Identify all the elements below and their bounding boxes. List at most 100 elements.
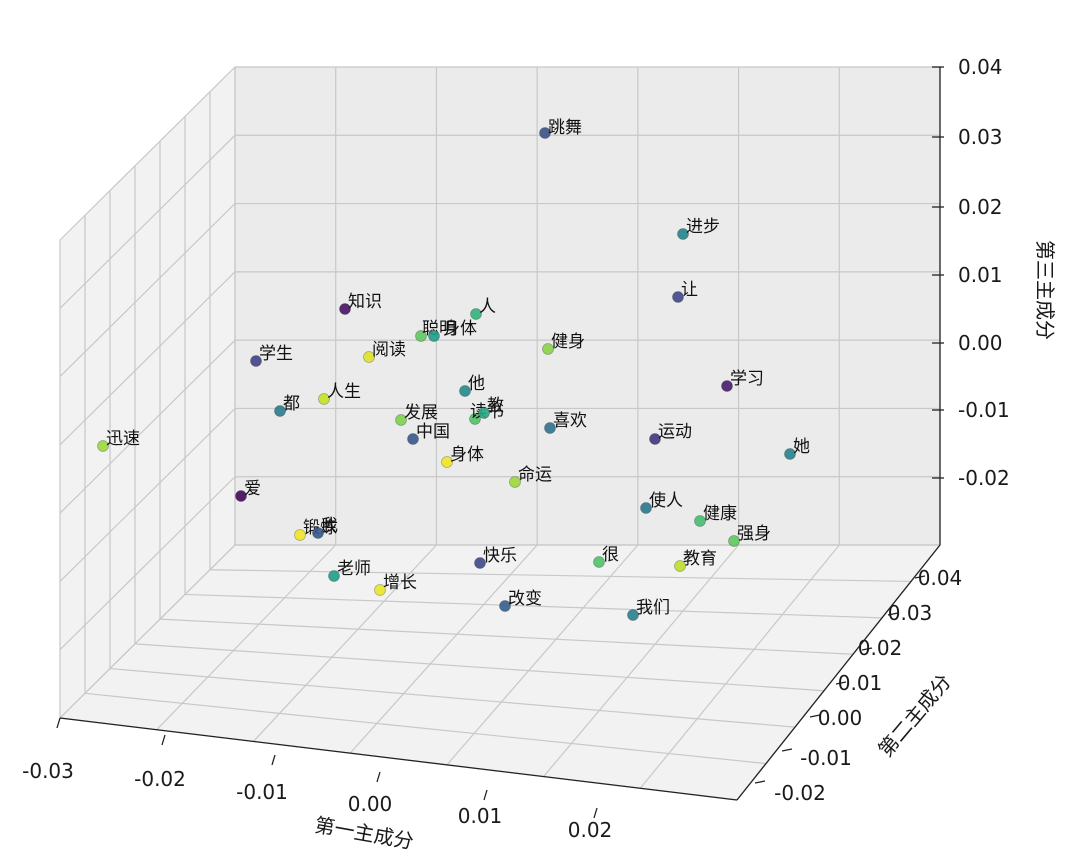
point-label: 身体 bbox=[443, 319, 477, 339]
point-marker bbox=[478, 407, 490, 419]
point-marker bbox=[469, 413, 481, 425]
x-tick-mark bbox=[593, 807, 598, 819]
point-marker bbox=[274, 405, 286, 417]
x-axis-line bbox=[59, 717, 738, 801]
point-marker bbox=[721, 380, 733, 392]
y-tick-label: 0.03 bbox=[888, 601, 933, 625]
data-point: 进步 bbox=[677, 217, 720, 240]
data-point: 阅读 bbox=[363, 340, 406, 363]
point-label: 跳舞 bbox=[548, 118, 582, 138]
point-label: 阅读 bbox=[372, 340, 406, 360]
point-marker bbox=[428, 330, 440, 342]
point-label: 发展 bbox=[404, 403, 438, 423]
point-label: 让 bbox=[681, 280, 698, 300]
point-marker bbox=[363, 351, 375, 363]
y-tick-mark bbox=[914, 575, 926, 579]
point-marker bbox=[415, 330, 427, 342]
grid-line-x-floor bbox=[349, 544, 538, 754]
data-points: 跳舞进步让知识人聪明身体健身学生阅读他学习人生都发展读书教喜欢中国运动迅速她身体… bbox=[97, 118, 810, 621]
point-label: 喜欢 bbox=[553, 411, 587, 431]
y-axis-line bbox=[736, 544, 941, 801]
data-point: 身体 bbox=[428, 319, 477, 342]
data-point: 快乐 bbox=[474, 546, 517, 569]
point-label: 老师 bbox=[337, 559, 371, 579]
point-label: 人生 bbox=[327, 382, 361, 402]
data-point: 让 bbox=[672, 280, 698, 303]
z-tick-label: -0.01 bbox=[958, 398, 1010, 422]
z-tick-label: 0.00 bbox=[958, 331, 1003, 355]
y-axis-title: 第二主成分 bbox=[873, 669, 956, 761]
z-tick-label: 0.03 bbox=[958, 125, 1003, 149]
side-pane bbox=[60, 67, 235, 718]
y-tick-label: 0.04 bbox=[918, 566, 963, 590]
y-tick-mark bbox=[754, 780, 766, 784]
grid-line-y-floor bbox=[159, 618, 854, 655]
x-tick-label: -0.02 bbox=[134, 767, 186, 791]
point-label: 我 bbox=[321, 516, 338, 536]
grid-line-z bbox=[59, 271, 940, 446]
data-point: 爱 bbox=[235, 479, 261, 502]
x-tick-label: 0.00 bbox=[348, 792, 393, 816]
point-marker bbox=[539, 127, 551, 139]
point-marker bbox=[328, 570, 340, 582]
data-point: 跳舞 bbox=[539, 118, 582, 139]
x-tick-label: -0.01 bbox=[236, 780, 288, 804]
point-label: 快乐 bbox=[483, 546, 517, 566]
point-label: 都 bbox=[283, 394, 300, 414]
data-point: 很 bbox=[593, 545, 619, 568]
point-label: 使人 bbox=[649, 490, 683, 511]
grid-line-y-floor bbox=[84, 692, 767, 765]
point-marker bbox=[784, 448, 796, 460]
point-label: 健身 bbox=[551, 332, 585, 352]
y-tick-mark bbox=[861, 647, 873, 651]
y-tick-label: 0.00 bbox=[818, 706, 863, 730]
point-label: 知识 bbox=[348, 292, 382, 312]
y-tick-mark bbox=[781, 748, 793, 752]
grid-line-z bbox=[59, 544, 940, 719]
axis-panes bbox=[60, 67, 940, 800]
point-marker bbox=[459, 385, 471, 397]
y-tick-label: -0.02 bbox=[774, 781, 826, 805]
point-label: 她 bbox=[793, 437, 810, 457]
point-label: 身体 bbox=[450, 445, 484, 465]
point-label: 中国 bbox=[416, 422, 450, 442]
point-label: 我们 bbox=[636, 598, 670, 618]
point-marker bbox=[728, 535, 740, 547]
grid-line-z bbox=[59, 66, 940, 241]
grid-line-y-floor bbox=[109, 667, 796, 728]
data-point: 我们 bbox=[627, 598, 670, 621]
y-tick-mark bbox=[809, 714, 821, 718]
point-label: 很 bbox=[602, 545, 619, 565]
data-point: 迅速 bbox=[97, 429, 140, 452]
y-tick-mark bbox=[835, 681, 847, 685]
point-marker bbox=[649, 433, 661, 445]
point-label: 运动 bbox=[658, 422, 692, 442]
point-marker bbox=[627, 609, 639, 621]
point-marker bbox=[542, 343, 554, 355]
data-point: 她 bbox=[784, 437, 810, 460]
data-point: 健身 bbox=[542, 332, 585, 355]
grid-line-y-floor bbox=[209, 569, 912, 583]
point-marker bbox=[640, 502, 652, 514]
point-marker bbox=[339, 303, 351, 315]
data-point: 人生 bbox=[318, 382, 361, 405]
x-tick-label: -0.03 bbox=[22, 759, 74, 783]
point-label: 增长 bbox=[383, 573, 417, 593]
point-label: 人 bbox=[479, 297, 496, 317]
tick-labels: -0.03 -0.02 -0.01 0.00 0.01 0.02 -0.02 -0.01 0.0… bbox=[22, 55, 1010, 842]
point-label: 命运 bbox=[518, 465, 552, 485]
point-marker bbox=[97, 440, 109, 452]
y-tick-label: 0.02 bbox=[858, 636, 903, 660]
data-point: 命运 bbox=[509, 465, 552, 488]
y-tick-label: -0.01 bbox=[800, 746, 852, 770]
point-marker bbox=[250, 355, 262, 367]
x-tick-mark bbox=[271, 754, 276, 766]
z-tick-label: 0.02 bbox=[958, 195, 1003, 219]
data-point: 使人 bbox=[640, 490, 683, 514]
point-marker bbox=[509, 476, 521, 488]
data-point: 增长 bbox=[374, 573, 417, 596]
data-point: 强身 bbox=[728, 524, 771, 547]
z-axis-title: 第三主成分 bbox=[1033, 240, 1057, 340]
